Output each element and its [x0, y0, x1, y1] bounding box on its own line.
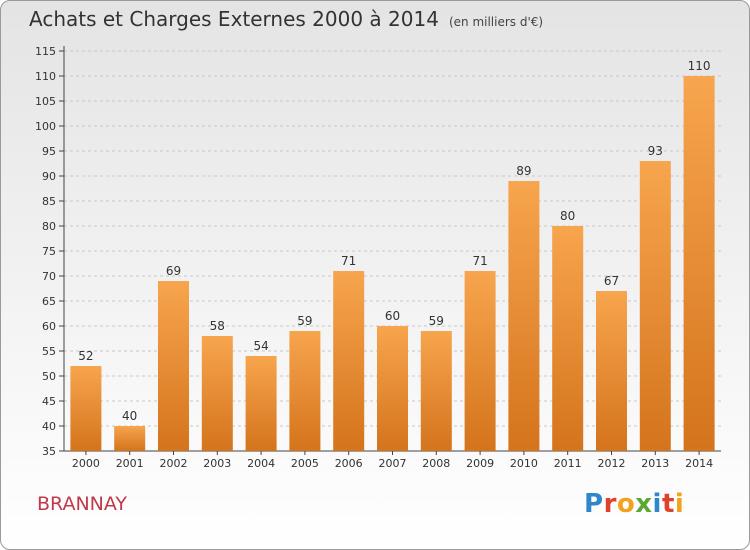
title-text: Achats et Charges Externes 2000 à 2014 [29, 7, 439, 31]
x-tick-label: 2006 [335, 457, 363, 470]
bar-2006 [333, 271, 365, 451]
y-tick-label: 110 [35, 70, 56, 83]
x-tick-label: 2004 [247, 457, 275, 470]
x-tick-label: 2013 [641, 457, 669, 470]
y-tick-label: 35 [42, 445, 56, 458]
data-label: 67 [604, 274, 619, 288]
data-label: 89 [516, 164, 531, 178]
bar-2003 [201, 336, 233, 451]
axes: 35 40 45 50 55 60 65 70 75 80 85 90 95 100 105 110 115 20… [35, 45, 721, 470]
bar-2004 [245, 356, 277, 451]
bar-2012 [596, 291, 627, 451]
data-labels: 52 40 69 58 54 59 71 60 59 71 89 80 67 93 110 [78, 59, 710, 423]
y-tick-label: 65 [42, 295, 56, 308]
data-label: 71 [472, 254, 487, 268]
data-label: 69 [166, 264, 181, 278]
bar-2011 [552, 226, 584, 451]
y-tick-label: 60 [42, 320, 56, 333]
y-tick-label: 45 [42, 395, 56, 408]
bar-2002 [158, 281, 189, 451]
y-tick-label: 95 [42, 145, 56, 158]
proxiti-logo: Proxiti [584, 489, 685, 519]
bar-2009 [464, 271, 496, 451]
x-tick-label: 2000 [72, 457, 100, 470]
x-tick-label: 2012 [598, 457, 626, 470]
y-tick-label: 90 [42, 170, 56, 183]
data-label: 52 [78, 349, 93, 363]
data-label: 71 [341, 254, 356, 268]
y-tick-label: 50 [42, 370, 56, 383]
x-tick-label: 2011 [554, 457, 582, 470]
data-label: 59 [429, 314, 444, 328]
y-tick-label: 40 [42, 420, 56, 433]
data-label: 58 [210, 319, 225, 333]
chart-title: Achats et Charges Externes 2000 à 2014 (e… [29, 7, 543, 31]
x-tick-label: 2007 [379, 457, 407, 470]
y-tick-label: 105 [35, 95, 56, 108]
x-tick-label: 2014 [685, 457, 713, 470]
x-tick-label: 2009 [466, 457, 494, 470]
x-tick-label: 2003 [203, 457, 231, 470]
bar-2005 [289, 331, 321, 451]
y-tick-label: 100 [35, 120, 56, 133]
x-tick-label: 2001 [116, 457, 144, 470]
x-tick-label: 2002 [160, 457, 188, 470]
data-label: 110 [688, 59, 711, 73]
x-tick-label: 2005 [291, 457, 319, 470]
bar-2010 [508, 181, 540, 451]
unit-label: (en milliers d'€) [448, 15, 544, 29]
data-label: 93 [648, 144, 663, 158]
y-tick-label: 85 [42, 195, 56, 208]
x-tick-label: 2010 [510, 457, 538, 470]
bar-2014 [683, 76, 715, 451]
commune-name: BRANNAY [37, 493, 128, 515]
data-label: 54 [253, 339, 268, 353]
bar-2013 [639, 161, 671, 451]
bars [70, 76, 715, 451]
data-label: 60 [385, 309, 400, 323]
y-tick-label: 115 [35, 45, 56, 58]
bar-2008 [420, 331, 452, 451]
y-tick-label: 55 [42, 345, 56, 358]
data-label: 40 [122, 409, 137, 423]
bar-2007 [377, 326, 408, 451]
bar-2000 [70, 366, 102, 451]
x-tick-label: 2008 [422, 457, 450, 470]
data-label: 59 [297, 314, 312, 328]
y-tick-label: 70 [42, 270, 56, 283]
data-label: 80 [560, 209, 575, 223]
y-tick-label: 75 [42, 245, 56, 258]
bar-2001 [114, 426, 146, 451]
y-tick-label: 80 [42, 220, 56, 233]
